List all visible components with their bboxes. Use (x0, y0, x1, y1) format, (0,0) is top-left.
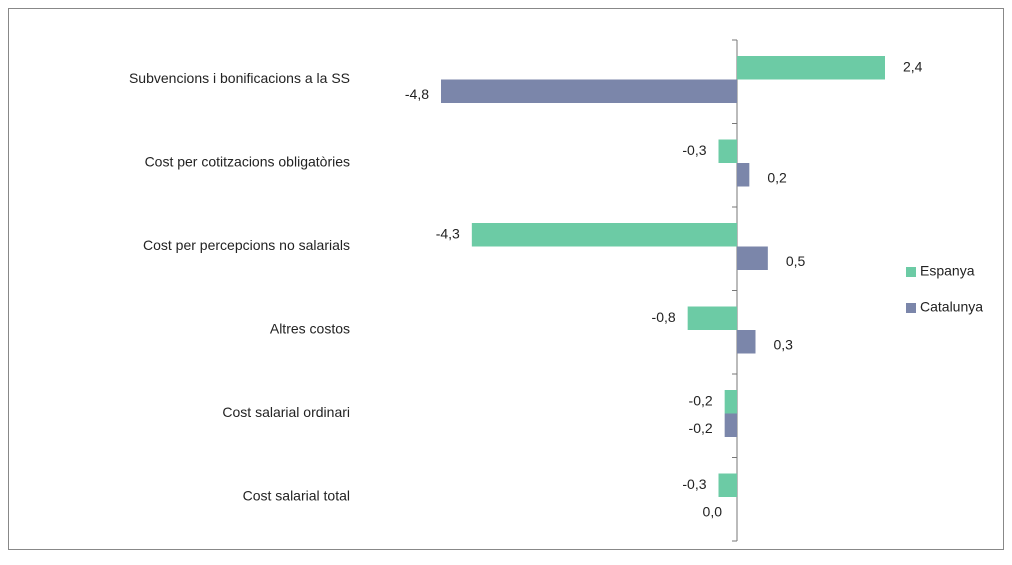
bar (725, 414, 737, 438)
category-label: Cost salarial ordinari (222, 404, 350, 420)
legend-swatch (906, 267, 916, 277)
legend-swatch (906, 303, 916, 313)
category-label: Altres costos (270, 321, 350, 337)
value-label: 0,0 (703, 503, 723, 519)
category-label: Cost per cotitzacions obligatòries (145, 154, 350, 170)
value-label: -0,2 (689, 392, 713, 408)
bar (737, 163, 749, 187)
bar (441, 80, 737, 104)
category-label: Cost salarial total (243, 488, 350, 504)
bar (719, 474, 738, 498)
bar (472, 223, 737, 247)
value-label: -0,3 (682, 142, 706, 158)
bar (719, 140, 738, 164)
value-label: -4,3 (436, 225, 460, 241)
value-label: -0,2 (689, 420, 713, 436)
value-label: 0,2 (767, 169, 787, 185)
value-label: 0,5 (786, 253, 806, 269)
value-label: -0,3 (682, 476, 706, 492)
category-label: Subvencions i bonificacions a la SS (129, 70, 350, 86)
bar (737, 56, 885, 80)
bar (688, 307, 737, 331)
legend-label: Espanya (920, 263, 975, 279)
legend-label: Catalunya (920, 299, 983, 315)
bar (737, 247, 768, 271)
value-label: -0,8 (652, 309, 676, 325)
value-label: 2,4 (903, 58, 923, 74)
bar (737, 330, 756, 354)
value-label: 0,3 (774, 336, 794, 352)
bar (725, 390, 737, 414)
value-label: -4,8 (405, 86, 429, 102)
category-label: Cost per percepcions no salarials (143, 237, 350, 253)
